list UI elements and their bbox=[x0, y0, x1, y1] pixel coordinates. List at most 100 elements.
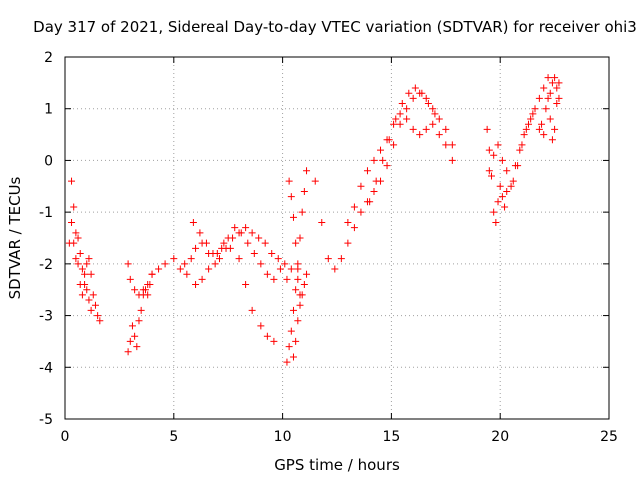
series-arc8 bbox=[289, 270, 311, 361]
data-point bbox=[270, 275, 278, 283]
data-point bbox=[522, 125, 530, 133]
data-point bbox=[222, 244, 230, 252]
data-point bbox=[292, 337, 300, 345]
data-point bbox=[83, 286, 91, 294]
data-point bbox=[429, 120, 437, 128]
data-point bbox=[392, 115, 400, 123]
data-point bbox=[242, 224, 250, 232]
data-point bbox=[300, 281, 308, 289]
data-point bbox=[231, 224, 239, 232]
data-point bbox=[485, 146, 493, 154]
data-point bbox=[161, 260, 169, 268]
data-point bbox=[89, 291, 97, 299]
data-point bbox=[529, 110, 537, 118]
data-point bbox=[74, 234, 82, 242]
data-point bbox=[303, 167, 311, 175]
series-arc15 bbox=[509, 74, 552, 185]
y-tick-label: 2 bbox=[44, 50, 53, 66]
data-point bbox=[429, 105, 437, 113]
data-point bbox=[211, 260, 219, 268]
data-point bbox=[542, 105, 550, 113]
data-point bbox=[70, 203, 78, 211]
data-point bbox=[409, 94, 417, 102]
data-point bbox=[396, 120, 404, 128]
data-point bbox=[296, 234, 304, 242]
y-tick-label: 1 bbox=[44, 102, 53, 118]
data-point bbox=[250, 250, 258, 258]
data-point bbox=[357, 182, 365, 190]
data-point bbox=[498, 193, 506, 201]
data-point bbox=[551, 125, 559, 133]
data-point bbox=[248, 229, 256, 237]
data-point bbox=[87, 306, 95, 314]
data-point bbox=[535, 125, 543, 133]
data-point bbox=[289, 306, 297, 314]
data-point bbox=[294, 275, 302, 283]
data-point bbox=[344, 239, 352, 247]
data-point bbox=[257, 322, 265, 330]
data-point bbox=[229, 234, 237, 242]
data-point bbox=[126, 337, 134, 345]
data-points bbox=[65, 74, 563, 366]
data-point bbox=[370, 187, 378, 195]
series-arc4 bbox=[124, 239, 278, 345]
data-point bbox=[148, 270, 156, 278]
series-arc2 bbox=[68, 218, 95, 289]
data-point bbox=[370, 156, 378, 164]
data-point bbox=[74, 260, 82, 268]
data-point bbox=[285, 177, 293, 185]
data-point bbox=[324, 255, 332, 263]
x-tick-label: 0 bbox=[61, 429, 70, 445]
data-point bbox=[448, 156, 456, 164]
series-arc7 bbox=[283, 167, 311, 366]
data-point bbox=[442, 125, 450, 133]
data-point bbox=[181, 260, 189, 268]
data-point bbox=[287, 193, 295, 201]
data-point bbox=[555, 94, 563, 102]
data-point bbox=[87, 270, 95, 278]
series-arc17 bbox=[546, 74, 563, 102]
data-point bbox=[344, 218, 352, 226]
data-point bbox=[242, 281, 250, 289]
data-point bbox=[435, 131, 443, 139]
gridlines bbox=[65, 57, 609, 419]
data-point bbox=[292, 286, 300, 294]
data-point bbox=[263, 332, 271, 340]
data-point bbox=[124, 260, 132, 268]
data-point bbox=[411, 84, 419, 92]
series-arc1 bbox=[65, 177, 104, 325]
data-point bbox=[209, 250, 217, 258]
data-point bbox=[255, 234, 263, 242]
data-point bbox=[490, 151, 498, 159]
data-point bbox=[540, 131, 548, 139]
data-point bbox=[76, 250, 84, 258]
data-point bbox=[448, 141, 456, 149]
data-point bbox=[422, 94, 430, 102]
data-point bbox=[496, 182, 504, 190]
data-point bbox=[416, 131, 424, 139]
data-point bbox=[300, 187, 308, 195]
data-point bbox=[548, 136, 556, 144]
data-point bbox=[294, 265, 302, 273]
data-point bbox=[276, 265, 284, 273]
data-point bbox=[287, 327, 295, 335]
data-point bbox=[296, 291, 304, 299]
data-point bbox=[268, 250, 276, 258]
data-point bbox=[363, 167, 371, 175]
data-point bbox=[68, 218, 76, 226]
data-point bbox=[498, 156, 506, 164]
data-point bbox=[405, 89, 413, 97]
data-point bbox=[492, 218, 500, 226]
data-point bbox=[383, 162, 391, 170]
data-point bbox=[487, 172, 495, 180]
data-point bbox=[248, 306, 256, 314]
data-point bbox=[366, 198, 374, 206]
data-point bbox=[424, 100, 432, 108]
data-point bbox=[403, 115, 411, 123]
data-point bbox=[350, 203, 358, 211]
data-point bbox=[546, 115, 554, 123]
data-point bbox=[501, 203, 509, 211]
data-point bbox=[85, 255, 93, 263]
data-point bbox=[124, 348, 132, 356]
data-point bbox=[442, 141, 450, 149]
